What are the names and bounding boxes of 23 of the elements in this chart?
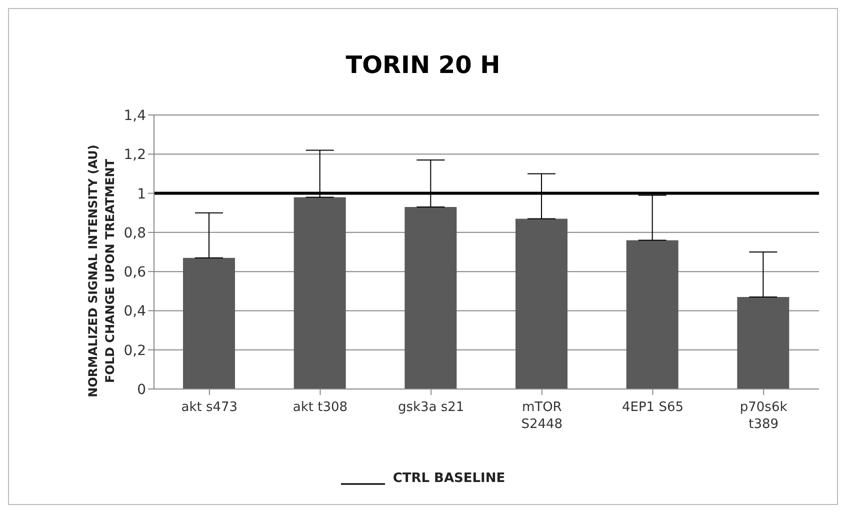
x-tick-label: gsk3a s21 (398, 400, 464, 415)
x-tick-label: mTOR S2448 (521, 400, 563, 432)
y-tick-label: 1,4 (124, 108, 146, 124)
y-axis-title: NORMALIZED SIGNAL INTENSITY (AU) FOLD CHANGE UPON TREATMENT (86, 144, 117, 398)
y-tick-label: 0,6 (124, 264, 146, 281)
y-tick-label: 1,2 (124, 147, 146, 164)
bar (626, 240, 678, 389)
bar (737, 297, 790, 389)
y-tick-label: 0,4 (124, 304, 146, 320)
x-tick-label: 4EP1 S65 (622, 400, 684, 415)
bar (183, 258, 235, 389)
x-tick-label: p70s6k t389 (740, 400, 788, 432)
y-tick-label: 0,8 (124, 225, 146, 242)
y-tick-label: 0 (137, 382, 146, 398)
legend-label: CTRL BASELINE (392, 471, 506, 486)
y-tick-label: 0,2 (124, 342, 146, 359)
chart-title: TORIN 20 H (344, 51, 502, 79)
bar (294, 197, 346, 389)
bar (404, 206, 457, 389)
x-tick-label: akt s473 (181, 400, 238, 415)
x-tick-label: akt t308 (292, 400, 348, 415)
bar (516, 218, 568, 389)
y-tick-label: 1 (137, 186, 146, 202)
